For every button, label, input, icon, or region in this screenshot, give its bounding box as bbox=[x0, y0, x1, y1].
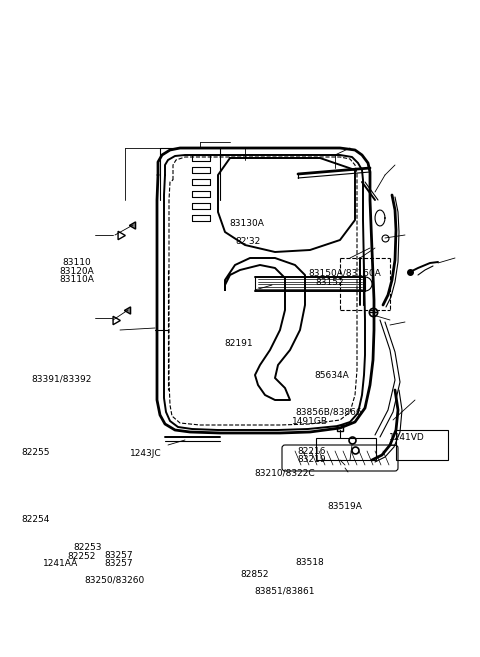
Text: 83210/8322C: 83210/8322C bbox=[254, 468, 315, 478]
Text: 82254: 82254 bbox=[21, 514, 49, 524]
Text: 82852: 82852 bbox=[240, 570, 268, 579]
Text: 82191: 82191 bbox=[225, 339, 253, 348]
Text: 82'32: 82'32 bbox=[235, 237, 261, 246]
Bar bbox=[316, 438, 376, 460]
Text: 83150A/83160A: 83150A/83160A bbox=[309, 269, 382, 278]
Text: 82253: 82253 bbox=[73, 543, 101, 552]
Text: 1241AA: 1241AA bbox=[43, 559, 78, 568]
Text: 83257: 83257 bbox=[105, 551, 133, 560]
Text: 83519A: 83519A bbox=[327, 502, 362, 511]
Text: 83110: 83110 bbox=[62, 258, 91, 267]
Text: 85634A: 85634A bbox=[314, 371, 349, 380]
Text: 1491GB: 1491GB bbox=[292, 417, 328, 426]
Text: 1241VD: 1241VD bbox=[389, 433, 424, 442]
Text: 83110A: 83110A bbox=[59, 275, 94, 284]
Text: 83130A: 83130A bbox=[229, 219, 264, 228]
Text: 83518: 83518 bbox=[295, 558, 324, 567]
Text: 83391/83392: 83391/83392 bbox=[31, 374, 92, 384]
Text: 82216: 82216 bbox=[298, 447, 326, 456]
Bar bbox=[396, 430, 448, 460]
Text: 1243JC: 1243JC bbox=[130, 449, 161, 458]
Text: 83250/83260: 83250/83260 bbox=[84, 576, 144, 585]
Text: 83120A: 83120A bbox=[59, 267, 94, 276]
Text: 83257: 83257 bbox=[105, 559, 133, 568]
Text: 83152: 83152 bbox=[316, 278, 345, 287]
Text: 83851/83861: 83851/83861 bbox=[254, 587, 315, 596]
Text: 82252: 82252 bbox=[67, 552, 96, 561]
Text: 83219: 83219 bbox=[298, 455, 326, 464]
Text: 83856B/83866: 83856B/83866 bbox=[295, 407, 362, 417]
Text: 82255: 82255 bbox=[21, 447, 49, 457]
